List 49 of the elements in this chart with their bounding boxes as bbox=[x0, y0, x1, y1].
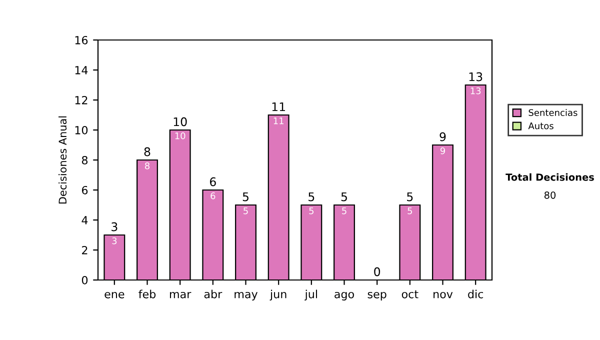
y-tick-label: 8 bbox=[82, 156, 88, 164]
x-tick-label: jul bbox=[304, 290, 317, 300]
y-tick-label: 2 bbox=[82, 246, 88, 254]
data-label: 10 bbox=[175, 132, 186, 140]
y-tick-label: 14 bbox=[75, 66, 88, 74]
x-tick-label: may bbox=[234, 292, 258, 300]
y-axis-title: Decisiones Anual bbox=[58, 116, 67, 204]
x-tick-label: sep bbox=[368, 292, 386, 300]
y-tick-label: 10 bbox=[75, 126, 88, 134]
text: Total Decisiones bbox=[506, 173, 594, 181]
total-label: 5 bbox=[308, 192, 314, 202]
x-tick-label: mar bbox=[170, 292, 192, 298]
total-label: 11 bbox=[272, 102, 286, 112]
total-label: 5 bbox=[341, 192, 347, 202]
data-label: 8 bbox=[144, 162, 150, 170]
total-label: 3 bbox=[112, 222, 118, 232]
y-tick-label: 4 bbox=[82, 216, 88, 224]
total-label: 13 bbox=[469, 72, 482, 82]
data-label: 5 bbox=[408, 208, 412, 214]
x-tick-label: oct bbox=[402, 290, 418, 298]
y-tick-label: 16 bbox=[75, 36, 88, 44]
data-label: 13 bbox=[470, 87, 481, 94]
total-label: 10 bbox=[174, 117, 187, 126]
y-tick-label: 6 bbox=[82, 186, 88, 194]
legend-label: Sentencias bbox=[528, 109, 578, 116]
total-label: 0 bbox=[374, 267, 380, 276]
x-tick-label: nov bbox=[434, 292, 453, 298]
y-tick-label: 0 bbox=[82, 276, 88, 284]
data-label: 5 bbox=[244, 208, 248, 214]
total-label: 8 bbox=[144, 147, 150, 156]
total-label: 9 bbox=[440, 132, 446, 142]
total-label: 5 bbox=[407, 192, 413, 202]
x-tick-label: dic bbox=[468, 290, 484, 298]
total-label: 5 bbox=[242, 192, 248, 202]
x-tick-label: jun bbox=[270, 290, 286, 300]
x-tick-label: ene bbox=[104, 292, 124, 298]
legend-label: Autos bbox=[528, 122, 554, 130]
data-label: 6 bbox=[210, 192, 216, 200]
data-label: 5 bbox=[309, 208, 314, 214]
data-label: 5 bbox=[342, 208, 346, 214]
x-tick-label: ago bbox=[334, 292, 354, 300]
data-label: 11 bbox=[274, 118, 284, 124]
data-label: 9 bbox=[440, 147, 445, 154]
x-tick-label: abr bbox=[204, 290, 222, 298]
y-tick-label: 12 bbox=[75, 96, 88, 104]
text: 80 bbox=[544, 191, 556, 199]
x-tick-label: feb bbox=[138, 290, 156, 298]
data-label: 3 bbox=[112, 237, 117, 244]
total-label: 6 bbox=[210, 177, 216, 186]
